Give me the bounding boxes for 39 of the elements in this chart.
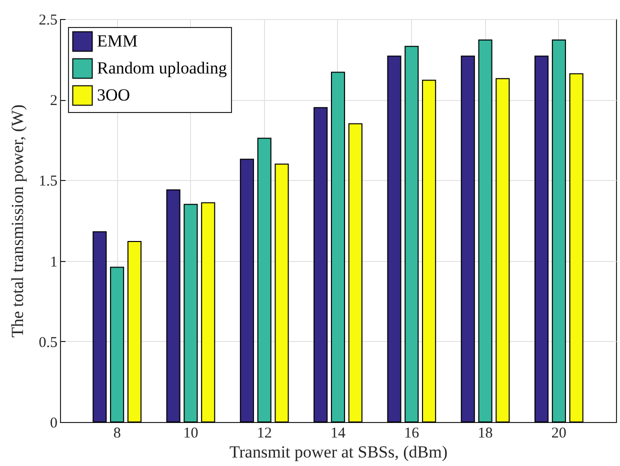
y-axis-title: The total transmission power, (W) bbox=[8, 104, 27, 338]
bar bbox=[404, 46, 419, 422]
bar bbox=[184, 204, 198, 422]
bar bbox=[92, 231, 107, 422]
x-tick-label: 10 bbox=[183, 426, 198, 442]
bar bbox=[240, 158, 254, 422]
bar bbox=[496, 78, 510, 422]
bar bbox=[110, 266, 124, 422]
y-tick-label: 2 bbox=[50, 93, 58, 110]
bar bbox=[257, 138, 272, 422]
y-tick-label: 1 bbox=[50, 254, 58, 270]
bar bbox=[314, 107, 328, 422]
x-tick-label: 20 bbox=[551, 426, 566, 442]
bar bbox=[201, 202, 216, 422]
bar bbox=[166, 189, 180, 422]
y-tick-label: 0 bbox=[50, 416, 58, 432]
legend-label: 3OO bbox=[97, 86, 130, 104]
bar bbox=[534, 56, 549, 422]
bar bbox=[274, 164, 289, 422]
bar bbox=[348, 123, 362, 422]
legend-label: EMM bbox=[97, 32, 138, 50]
bar bbox=[387, 56, 402, 422]
bar bbox=[478, 39, 492, 422]
legend-label: Random uploading bbox=[97, 58, 228, 78]
bar bbox=[330, 72, 346, 422]
bar bbox=[552, 39, 566, 422]
x-tick-label: 16 bbox=[404, 426, 420, 442]
y-tick-label: 2.5 bbox=[38, 12, 58, 28]
bar bbox=[422, 80, 436, 422]
bar bbox=[460, 56, 475, 422]
y-tick-label: 0.5 bbox=[38, 334, 58, 351]
x-axis-title: Transmit power at SBSs, (dBm) bbox=[229, 442, 448, 462]
x-tick-label: 14 bbox=[330, 426, 346, 442]
y-tick-label: 1.5 bbox=[38, 174, 58, 190]
x-tick-label: 12 bbox=[256, 426, 272, 442]
bar bbox=[127, 240, 142, 422]
x-tick-label: 8 bbox=[113, 426, 121, 442]
x-tick-label: 18 bbox=[478, 426, 493, 442]
bar bbox=[569, 73, 584, 422]
